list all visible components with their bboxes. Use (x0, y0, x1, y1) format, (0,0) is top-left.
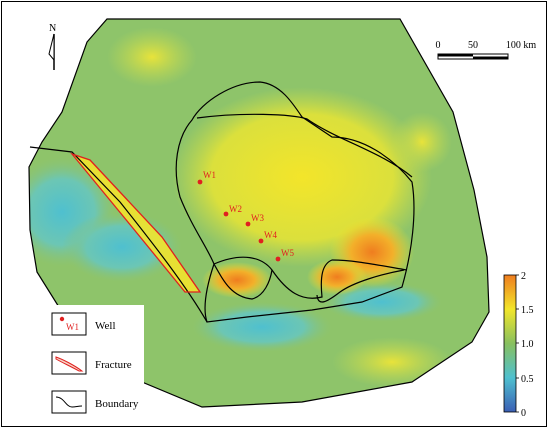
map-canvas: W1 W2 W3 W4 W5 N 0 50 100 km 2 1.5 (28, 18, 537, 419)
pocket-right (316, 269, 405, 303)
inner-boundary (175, 81, 415, 323)
scale-tick-50: 50 (468, 40, 478, 51)
north-arrow: N (48, 23, 56, 70)
well-point[interactable] (258, 238, 264, 244)
well-point[interactable] (245, 221, 251, 227)
colorbar-tick: 1.0 (521, 339, 534, 350)
wells: W1 W2 W3 W4 W5 (197, 170, 294, 262)
colorbar-tick: 0.5 (521, 374, 534, 385)
west-boundary (29, 146, 208, 323)
well-label: W2 (229, 204, 242, 214)
well-point[interactable] (275, 256, 281, 262)
outer-boundary (28, 18, 490, 408)
boundaries (28, 18, 490, 408)
pocket-left (213, 263, 273, 300)
lower-fault-line (213, 256, 408, 299)
legend-fracture-label: Fracture (95, 359, 132, 371)
well-label: W4 (264, 230, 277, 240)
well-label: W3 (251, 213, 264, 223)
fracture (70, 152, 202, 293)
well-label: W5 (281, 248, 294, 258)
colorbar-ramp (503, 274, 517, 413)
north-label: N (49, 23, 56, 34)
legend-well-label: Well (95, 320, 116, 332)
colorbar-tick: 1.5 (521, 305, 534, 316)
legend-well-sample: W1 (66, 322, 79, 332)
boundary-symbol (51, 390, 87, 414)
well-point[interactable] (197, 179, 203, 185)
scale-bar: 0 50 100 km (436, 40, 537, 60)
colorbar: 2 1.5 1.0 0.5 0 (503, 271, 534, 419)
colorbar-tick: 2 (521, 271, 526, 282)
colorbar-tick: 0 (521, 408, 526, 419)
scale-tick-100: 100 km (506, 40, 537, 51)
well-point[interactable] (223, 211, 229, 217)
legend: W1 Well Fracture Boundary (42, 305, 144, 417)
upper-fault-line (196, 113, 413, 178)
scale-tick-0: 0 (436, 40, 441, 51)
legend-boundary-label: Boundary (95, 398, 139, 410)
well-label: W1 (203, 170, 216, 180)
